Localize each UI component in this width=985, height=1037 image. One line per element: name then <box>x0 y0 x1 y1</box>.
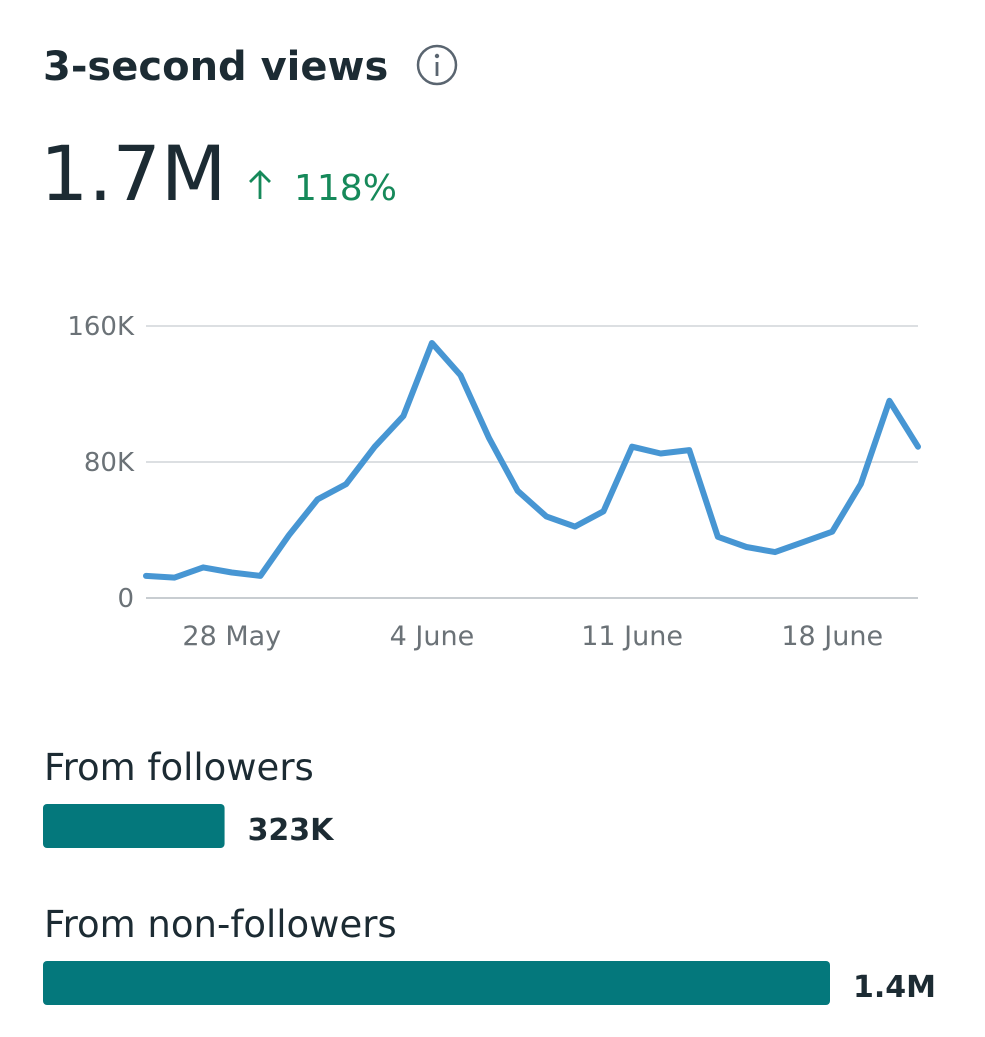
breakdown-value: 323K <box>248 813 336 848</box>
x-tick-label: 18 June <box>781 621 883 652</box>
line-series <box>143 340 921 581</box>
total-value: 1.7M <box>40 129 226 218</box>
breakdown-label: From followers <box>44 746 314 789</box>
breakdown-bar <box>43 961 830 1005</box>
x-tick-label: 11 June <box>581 621 683 652</box>
x-tick-label: 28 May <box>182 621 281 652</box>
change-value: 118% <box>294 168 397 209</box>
x-tick-label: 4 June <box>390 621 475 652</box>
breakdown-value: 1.4M <box>853 970 936 1005</box>
breakdown-label: From non-followers <box>44 903 397 946</box>
y-tick-label: 160K <box>67 312 135 342</box>
y-tick-label: 0 <box>117 584 134 614</box>
y-tick-label: 80K <box>84 448 135 478</box>
info-icon[interactable] <box>416 44 458 86</box>
card-title: 3-second views <box>43 44 388 90</box>
up-arrow <box>249 170 271 199</box>
breakdown-bar <box>43 804 225 848</box>
